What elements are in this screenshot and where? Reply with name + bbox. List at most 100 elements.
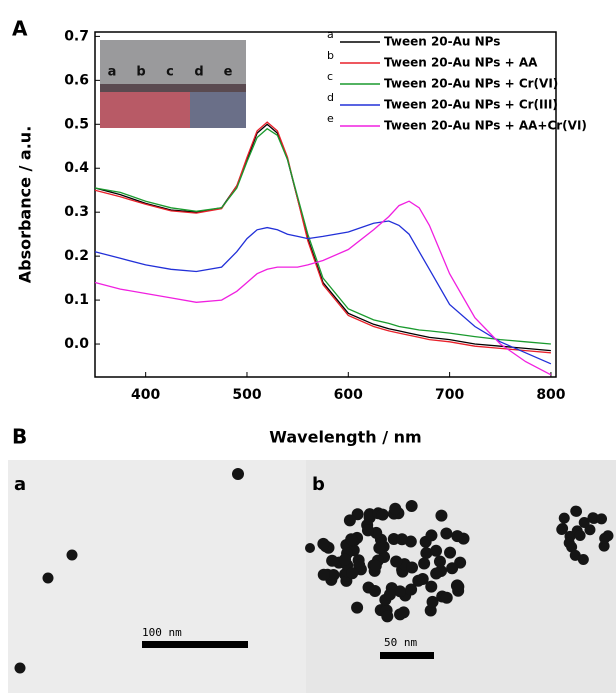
legend-key: e (327, 112, 334, 125)
tem-label: a (14, 474, 26, 495)
nanoparticle (339, 553, 352, 566)
y-tick-label: 0.1 (64, 292, 89, 308)
nanoparticle (395, 533, 408, 546)
nanoparticle (405, 500, 418, 513)
scale-label: 50 nm (384, 636, 417, 649)
y-tick-label: 0.5 (64, 116, 89, 132)
nanoparticle (390, 555, 403, 568)
x-tick-label: 400 (131, 387, 160, 403)
nanoparticle (368, 585, 381, 598)
inset-label: c (166, 65, 174, 80)
nanoparticle (425, 529, 438, 542)
nanoparticle (406, 561, 419, 574)
inset-label: b (136, 65, 145, 80)
nanoparticle (451, 579, 464, 592)
nanoparticle (566, 541, 578, 553)
plot-frame (94, 31, 557, 378)
nanoparticle (373, 542, 386, 555)
nanoparticle (599, 532, 611, 544)
nanoparticle (376, 508, 389, 521)
nanoparticle (397, 606, 410, 619)
nanoparticle (418, 557, 431, 570)
nanoparticle (317, 568, 330, 581)
legend-key: c (327, 70, 333, 83)
nanoparticle (425, 580, 438, 593)
tem-image (8, 460, 306, 693)
nanoparticle (578, 517, 590, 529)
inset-label: e (224, 65, 233, 80)
legend-label: Tween 20-Au NPs + AA (384, 56, 538, 70)
nanoparticle (351, 601, 364, 614)
nanoparticle (446, 562, 459, 575)
y-tick-label: 0.4 (64, 160, 89, 176)
nanoparticle (353, 559, 366, 572)
legend-label: Tween 20-Au NPs + AA+Cr(VI) (384, 119, 587, 133)
nanoparticle (451, 530, 464, 543)
nanoparticle (558, 512, 570, 524)
nanoparticle (345, 533, 358, 546)
nanoparticle (440, 527, 453, 540)
legend-key: b (327, 49, 334, 62)
nanoparticle (574, 529, 586, 541)
nanoparticles (14, 468, 614, 674)
nanoparticle (569, 549, 581, 561)
scale-bar (380, 652, 434, 659)
nanoparticle (444, 546, 457, 559)
y-tick-label: 0.3 (64, 204, 89, 220)
inset-label: a (108, 65, 117, 80)
x-tick-label: 500 (232, 387, 261, 403)
nanoparticle (394, 585, 407, 598)
nanoparticle (556, 523, 568, 535)
legend-label: Tween 20-Au NPs + Cr(III) (384, 98, 558, 112)
line-series (94, 127, 551, 345)
legend-key: d (327, 91, 334, 104)
nanoparticle (596, 513, 608, 525)
nanoparticle (435, 509, 448, 522)
scale-label: 100 nm (142, 626, 182, 639)
nanoparticle (369, 559, 382, 572)
nanoparticle (405, 583, 418, 596)
tem-image (306, 460, 616, 693)
legend-label: Tween 20-Au NPs + Cr(VI) (384, 77, 558, 91)
nanoparticle (577, 554, 589, 566)
nanoparticle (346, 567, 359, 580)
nanoparticle (343, 514, 356, 527)
y-tick-label: 0.0 (64, 336, 89, 352)
y-tick-label: 0.7 (64, 28, 89, 44)
scale-bar (142, 641, 248, 648)
inset-photo (100, 40, 246, 128)
nanoparticle (412, 574, 425, 587)
nanoparticle (326, 554, 339, 567)
line-series (94, 200, 552, 376)
y-axis-label: Absorbance / a.u. (16, 126, 35, 284)
nanoparticle (433, 555, 446, 568)
x-tick-label: 600 (334, 387, 363, 403)
tem-label: b (312, 474, 325, 495)
nanoparticle (420, 547, 433, 560)
legend-key: a (327, 28, 334, 41)
line-series (94, 123, 551, 352)
nanoparticle (361, 524, 374, 537)
x-tick-label: 700 (435, 387, 464, 403)
nanoparticle (430, 544, 443, 557)
nanoparticle (440, 591, 453, 604)
x-axis-label: Wavelength / nm (269, 428, 421, 447)
x-tick-label: 800 (536, 387, 565, 403)
line-series (94, 220, 552, 365)
y-tick-label: 0.2 (64, 248, 89, 264)
y-tick-label: 0.6 (64, 72, 89, 88)
panel-label: B (12, 425, 27, 449)
legend-label: Tween 20-Au NPs (384, 35, 500, 49)
nanoparticle (426, 595, 439, 608)
nanoparticle (327, 568, 340, 581)
inset-label: d (194, 65, 203, 80)
nanoparticle (389, 502, 402, 515)
nanoparticle (381, 610, 394, 623)
panel-label: A (12, 17, 28, 41)
nanoparticle (571, 505, 583, 517)
nanoparticle (430, 567, 443, 580)
nanoparticle (383, 588, 396, 601)
line-series (94, 121, 551, 354)
nanoparticle (317, 537, 330, 550)
